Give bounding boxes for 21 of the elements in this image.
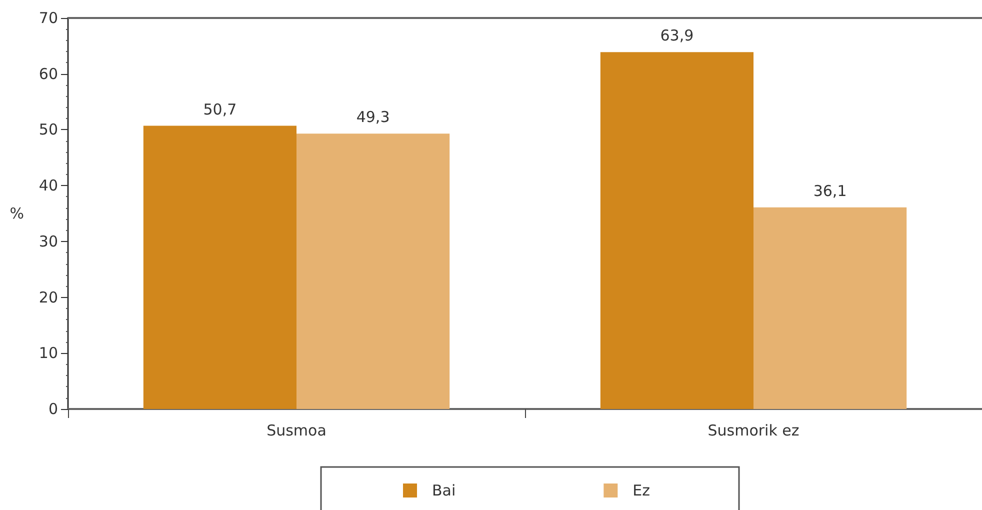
y-tick-label: 60 (38, 64, 58, 83)
legend-label: Bai (432, 482, 456, 500)
bar (754, 207, 907, 409)
x-tick-label: Susmorik ez (708, 422, 800, 440)
x-tick-label: Susmoa (266, 422, 326, 440)
y-tick-label: 20 (38, 288, 58, 306)
data-label: 50,7 (203, 100, 237, 118)
bar (600, 52, 754, 409)
bar (143, 126, 296, 409)
legend-label: Ez (632, 482, 650, 500)
y-tick-label: 70 (38, 9, 58, 27)
y-tick-label: 10 (38, 344, 58, 362)
data-label: 49,3 (356, 108, 390, 126)
data-label: 36,1 (813, 182, 847, 200)
y-tick-label: 40 (38, 176, 58, 195)
bar (296, 134, 450, 409)
y-tick-label: 30 (38, 232, 58, 250)
y-tick-label: 0 (48, 400, 58, 418)
y-tick-label: 50 (38, 120, 58, 139)
y-axis-title: % (10, 204, 24, 222)
data-label: 63,9 (660, 26, 694, 45)
